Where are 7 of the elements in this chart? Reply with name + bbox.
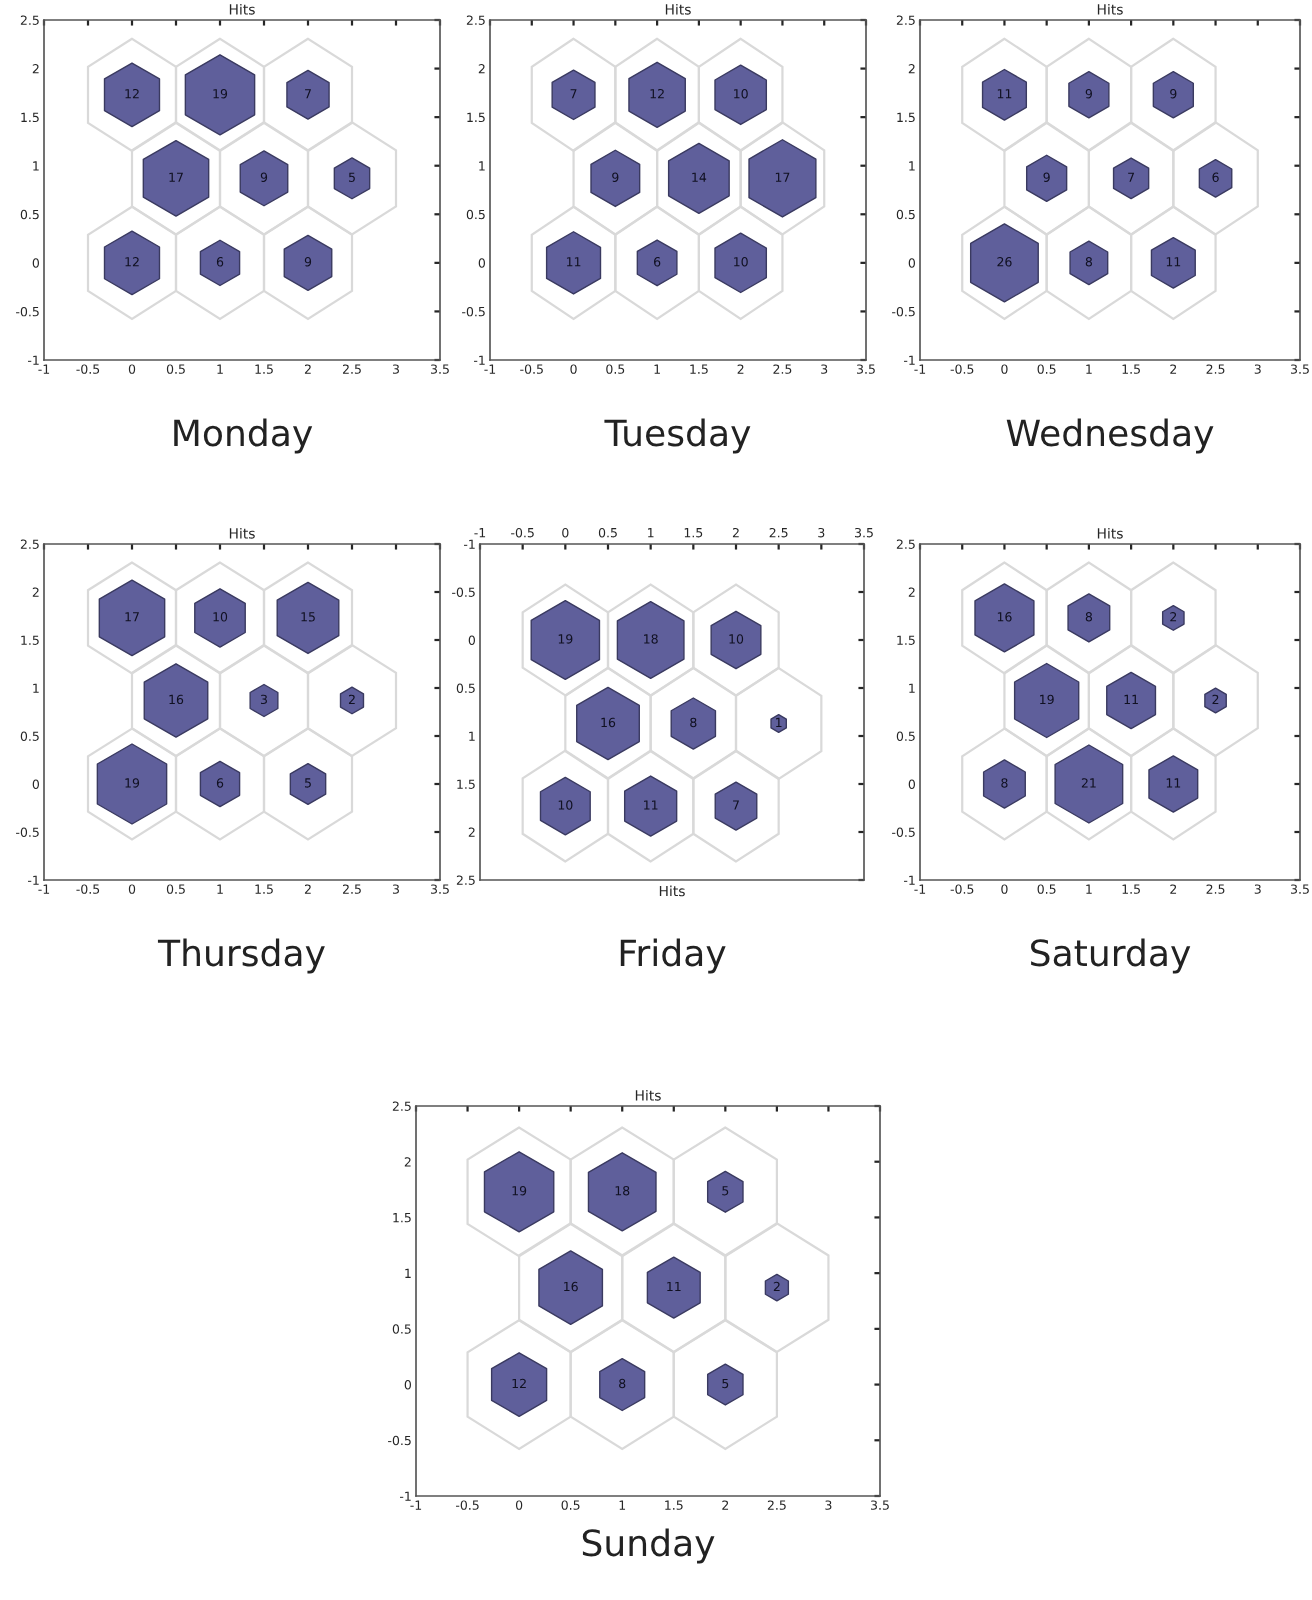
text: Saturday [1031,938,1191,974]
text: Thursday [157,938,325,974]
text: Friday [620,938,726,974]
text: Wednesday [1006,418,1214,454]
text: Tuesday [604,418,751,454]
text: Sunday [582,1528,715,1564]
text: Monday [174,418,313,454]
